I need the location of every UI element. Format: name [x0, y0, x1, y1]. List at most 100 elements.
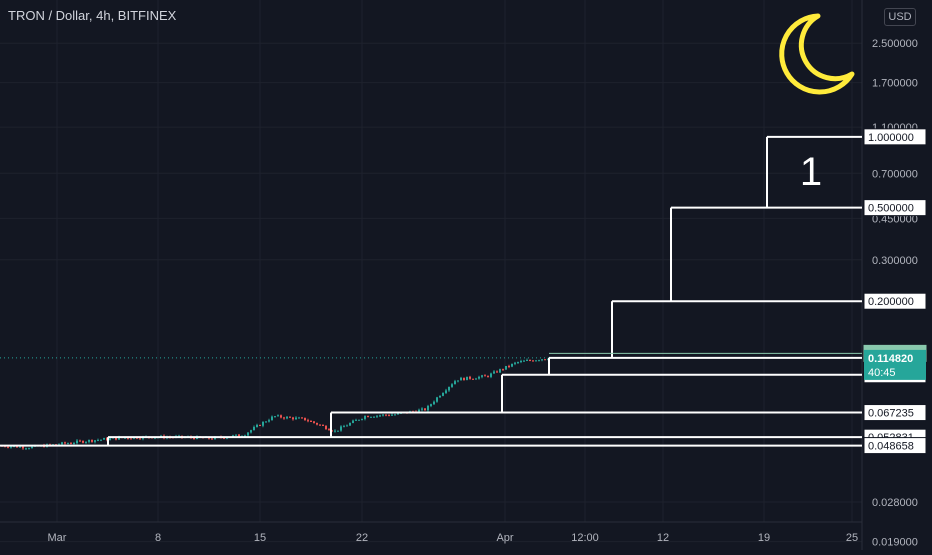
candle-body [352, 420, 354, 423]
candle-body [16, 446, 18, 448]
price-level-label-box[interactable] [863, 404, 927, 422]
candle-body [193, 437, 195, 440]
candle-body [139, 438, 141, 440]
candle-body [289, 416, 291, 418]
time-axis-tick-label: 25 [846, 532, 858, 544]
candle-body [445, 390, 447, 393]
price-level-label-box[interactable] [863, 292, 927, 310]
time-axis-tick-label: Apr [496, 532, 513, 544]
candle-body [115, 437, 117, 440]
candle-body [313, 421, 315, 423]
candle-body [265, 421, 267, 423]
price-level-label: 1.000000 [868, 132, 914, 144]
candle-body [67, 443, 69, 445]
candle-body [262, 421, 264, 426]
candle-body [283, 417, 285, 419]
candle-body [481, 375, 483, 377]
candle-body [475, 378, 477, 380]
candle-body [100, 439, 102, 441]
candle-body [430, 404, 432, 406]
candle-body [448, 386, 450, 391]
candle-body [250, 430, 252, 433]
candle-body [343, 426, 345, 428]
candle-body [277, 415, 279, 417]
price-level-label-box[interactable] [863, 437, 927, 455]
candle-body [286, 416, 288, 419]
candle-body [22, 446, 24, 449]
candle-body [463, 377, 465, 381]
time-axis-tick-label: Mar [48, 532, 67, 544]
candle-body [73, 443, 75, 445]
candle-body [25, 448, 27, 450]
candle-body [316, 422, 318, 425]
price-axis-tick-label: 0.700000 [872, 168, 918, 180]
price-level-label-box[interactable] [863, 128, 927, 146]
candle-body [274, 416, 276, 418]
candle-body [76, 440, 78, 444]
candle-body [127, 437, 129, 439]
candle-body [70, 443, 72, 445]
candle-body [508, 365, 510, 367]
candle-body [118, 437, 120, 440]
candle-body [280, 415, 282, 418]
price-axis-tick-label: 0.450000 [872, 213, 918, 225]
candle-body [28, 448, 30, 450]
candle-body [223, 437, 225, 439]
candle-body [256, 424, 258, 427]
price-axis-tick-label: 2.500000 [872, 38, 918, 50]
candle-body [391, 414, 393, 416]
candle-body [418, 409, 420, 413]
candle-body [295, 417, 297, 420]
candle-body [319, 424, 321, 426]
candle-body [505, 365, 507, 370]
candle-body [322, 424, 324, 426]
candle-body [340, 426, 342, 431]
current-price-label-box[interactable] [864, 349, 926, 380]
candle-body [370, 416, 372, 418]
candle-body [211, 438, 213, 440]
candle-body [355, 419, 357, 421]
candle-body [31, 446, 33, 449]
price-level-label: 0.200000 [868, 296, 914, 308]
time-axis-tick-label: 22 [356, 532, 368, 544]
candle-body [97, 439, 99, 441]
candle-body [502, 369, 504, 371]
candle-body [367, 416, 369, 418]
candle-body [109, 438, 111, 441]
current-price-label: 0.114820 [868, 353, 913, 365]
time-axis-tick-label: 19 [758, 532, 770, 544]
candle-body [544, 359, 546, 361]
candle-body [130, 438, 132, 440]
candle-body [469, 376, 471, 379]
candle-body [451, 384, 453, 387]
candle-body [532, 360, 534, 362]
price-level-label: 0.067235 [868, 408, 914, 420]
time-axis-tick-label: 8 [155, 532, 161, 544]
candle-body [61, 442, 63, 445]
candle-body [244, 435, 246, 437]
candle-body [235, 434, 237, 436]
candle-body [82, 440, 84, 443]
price-level-label-box[interactable] [863, 199, 927, 217]
price-axis-tick-label: 0.019000 [872, 537, 918, 549]
candle-body [397, 413, 399, 415]
candle-body [325, 425, 327, 430]
candle-body [304, 417, 306, 421]
candle-body [124, 437, 126, 439]
candle-body [301, 417, 303, 419]
candle-body [334, 430, 336, 432]
price-level-label: 0.500000 [868, 203, 914, 215]
candle-body [376, 415, 378, 417]
candle-body [472, 378, 474, 380]
candle-body [394, 414, 396, 416]
candle-body [64, 442, 66, 444]
candle-body [466, 376, 468, 381]
candle-body [259, 424, 261, 426]
candle-body [541, 359, 543, 361]
candle-body [460, 377, 462, 381]
currency-button[interactable]: USD [884, 8, 916, 26]
candle-body [421, 408, 423, 410]
